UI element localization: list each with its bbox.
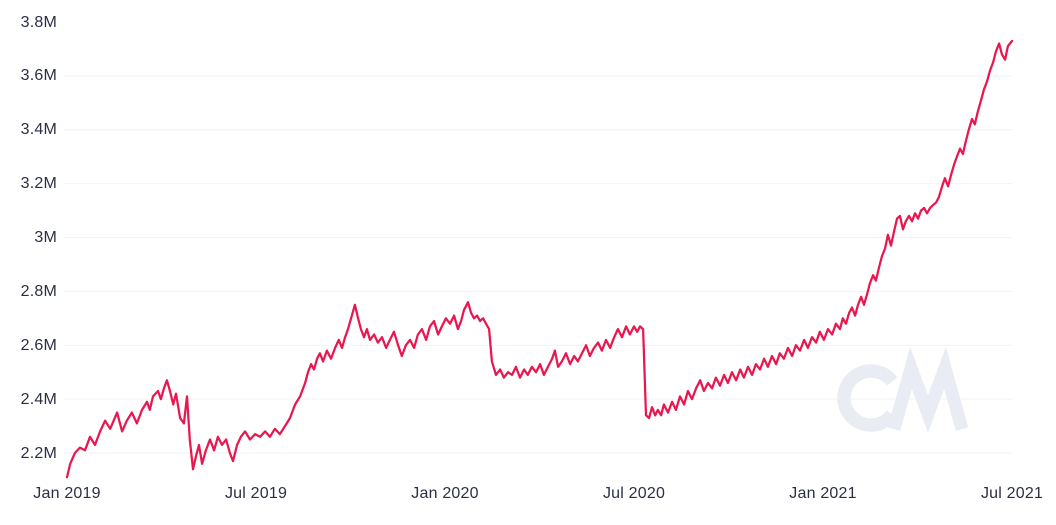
x-tick-label: Jan 2019 — [33, 485, 101, 502]
watermark-letter-m-icon — [887, 346, 969, 433]
y-tick-label: 3.4M — [20, 121, 57, 139]
y-tick-label: 2.8M — [20, 282, 57, 300]
x-tick-label: Jan 2020 — [411, 485, 479, 502]
series-line — [65, 39, 1014, 479]
gridlines — [64, 75, 1012, 454]
watermark-letter-c-icon — [837, 364, 898, 432]
y-tick-label: 2.4M — [20, 390, 57, 408]
y-tick-label: 3M — [34, 229, 57, 246]
y-tick-label: 3.6M — [20, 67, 57, 85]
y-tick-label: 2.2M — [20, 444, 57, 462]
x-tick-label: Jul 2019 — [224, 485, 288, 502]
x-tick-label: Jan 2021 — [789, 485, 857, 502]
x-tick-label: Jul 2021 — [980, 485, 1044, 502]
y-tick-label: 3.8M — [20, 13, 57, 31]
x-tick-label: Jul 2020 — [602, 485, 666, 502]
y-tick-label: 3.2M — [20, 175, 57, 193]
watermark-cm-logo — [837, 346, 969, 433]
y-tick-label: 2.6M — [20, 336, 57, 354]
